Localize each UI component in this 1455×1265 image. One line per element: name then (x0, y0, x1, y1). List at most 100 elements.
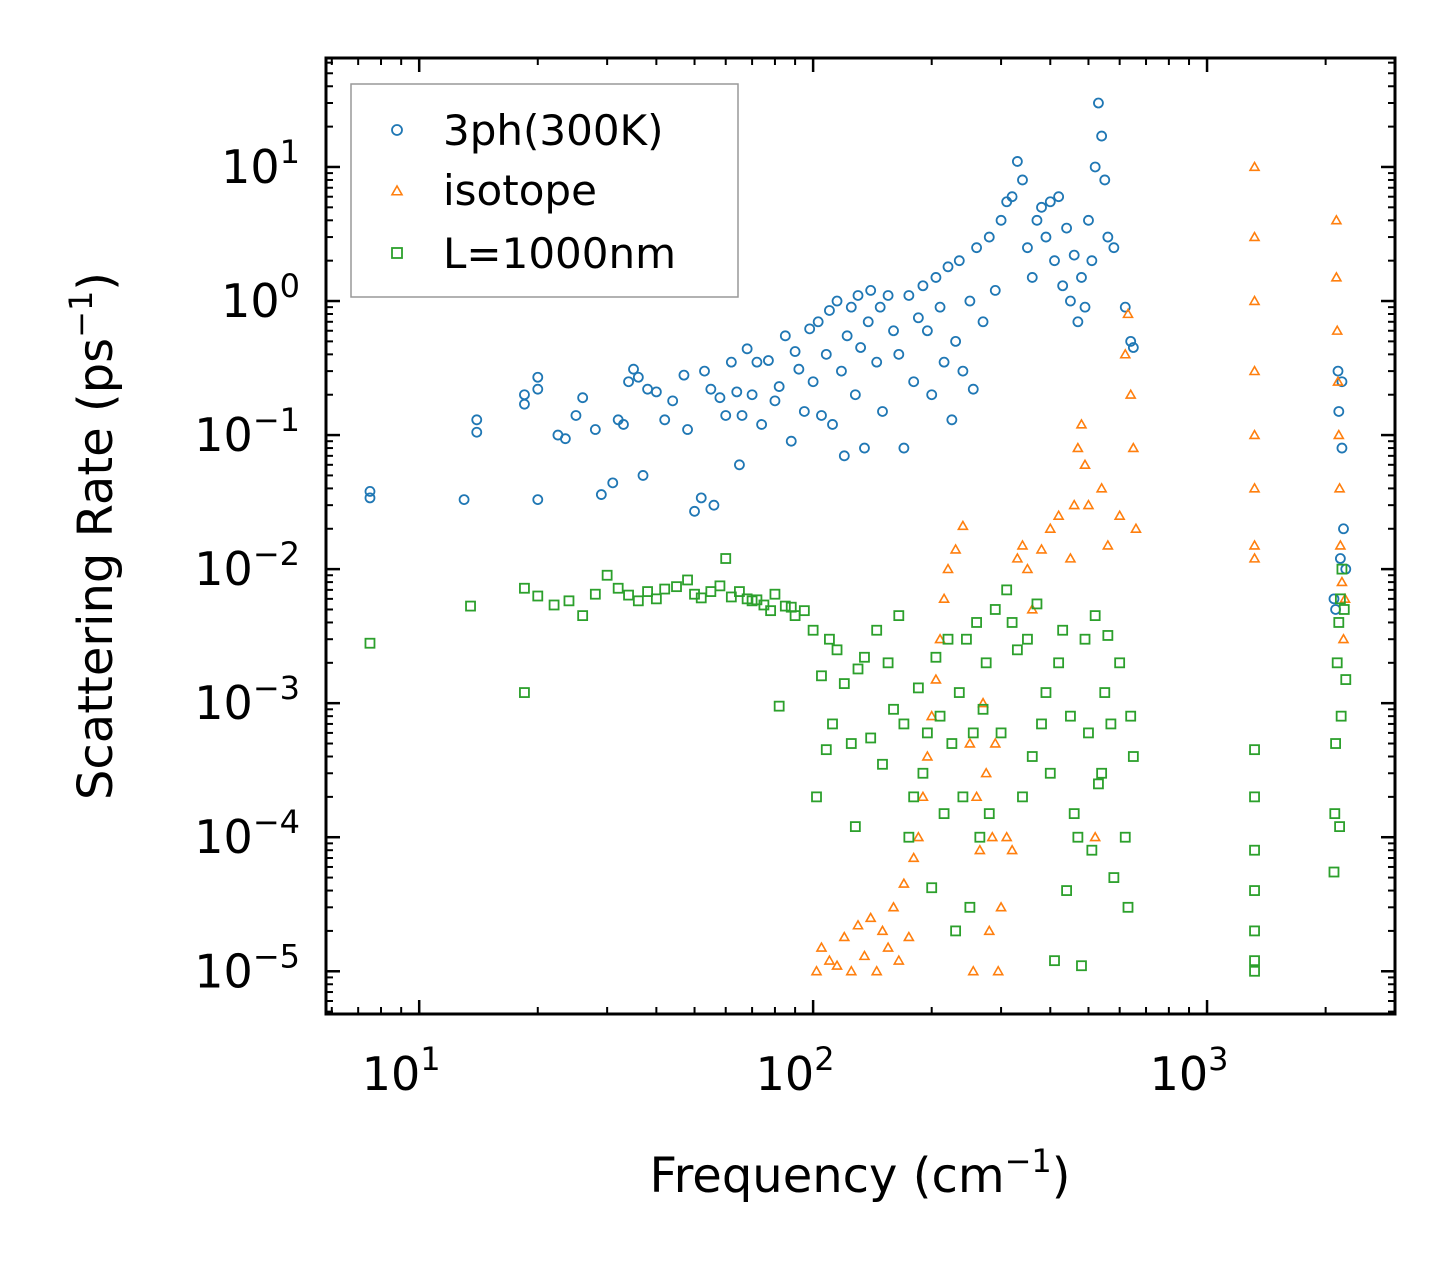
data-point (1044, 767, 1056, 779)
data-point (1331, 657, 1343, 669)
data-point (957, 519, 969, 531)
data-point (671, 581, 682, 593)
data-point (705, 383, 717, 395)
data-point (983, 924, 996, 936)
data-point (877, 758, 888, 770)
legend-label-l1000nm: L=1000nm (443, 229, 676, 278)
data-point (736, 410, 748, 421)
data-point (946, 414, 958, 426)
data-point (1026, 272, 1038, 283)
data-point (1336, 376, 1348, 388)
data-point (577, 610, 589, 622)
data-point (1089, 161, 1101, 173)
data-point (695, 492, 707, 504)
data-point (756, 419, 768, 430)
data-point (807, 624, 819, 636)
data-point (1049, 255, 1060, 267)
data-point (1334, 539, 1347, 550)
data-point (642, 586, 653, 597)
x-tick-label: 101 (362, 1040, 441, 1101)
data-point (751, 356, 763, 368)
data-point (874, 301, 886, 313)
data-point (1336, 563, 1348, 575)
data-point (898, 442, 910, 454)
data-point (720, 410, 732, 421)
data-point (364, 492, 376, 504)
data-point (887, 901, 900, 912)
data-point (1096, 130, 1108, 142)
data-point (1072, 316, 1084, 328)
series-1 (810, 160, 1351, 976)
data-point (659, 414, 671, 426)
data-point (589, 424, 601, 435)
data-point (1011, 552, 1024, 563)
data-point (893, 610, 905, 622)
data-point (871, 356, 883, 368)
data-point (921, 325, 933, 337)
data-point (1057, 280, 1069, 292)
data-point (964, 295, 976, 307)
data-point (912, 312, 924, 324)
data-point (1122, 307, 1134, 319)
data-point (964, 901, 976, 913)
data-point (612, 582, 624, 594)
data-point (1125, 710, 1137, 722)
data-point (926, 882, 938, 894)
data-point (637, 470, 649, 481)
data-point (930, 272, 942, 283)
data-point (793, 363, 805, 375)
data-point (986, 831, 999, 842)
data-point (1333, 617, 1345, 628)
data-point (779, 330, 791, 342)
data-point (921, 727, 933, 739)
data-point (1011, 156, 1023, 167)
data-point (980, 767, 993, 778)
data-point (1249, 885, 1260, 896)
data-point (1127, 441, 1140, 453)
data-point (1328, 593, 1340, 605)
series-0 (364, 97, 1352, 615)
data-point (811, 791, 822, 803)
data-point (1079, 633, 1091, 645)
data-point (628, 363, 639, 375)
data-point (659, 583, 671, 595)
data-point (471, 426, 483, 438)
data-point (989, 604, 1001, 615)
data-point (1102, 231, 1114, 243)
data-point (882, 941, 894, 952)
y-axis-label-end: ) (68, 272, 124, 291)
y-tick-label: 10−2 (194, 535, 300, 596)
data-point (1334, 593, 1346, 605)
data-point (977, 703, 989, 715)
data-point (1036, 718, 1047, 730)
data-point (769, 588, 781, 600)
data-point (917, 280, 929, 292)
data-point (992, 965, 1005, 976)
data-point (977, 697, 989, 708)
data-point (1026, 751, 1038, 762)
data-point (519, 582, 530, 594)
data-point (903, 831, 915, 843)
data-point (1249, 955, 1260, 967)
data-point (1064, 552, 1077, 563)
data-point (705, 586, 717, 597)
y-axis-label-main: Scattering Rate (ps (68, 338, 124, 800)
data-point (532, 383, 544, 395)
data-point (1333, 406, 1345, 417)
data-point (1248, 428, 1261, 440)
data-point (893, 348, 905, 360)
data-point (971, 617, 982, 628)
data-point (974, 831, 986, 843)
data-point (1083, 214, 1094, 226)
data-point (1061, 885, 1072, 896)
data-point (746, 389, 758, 401)
data-point (765, 605, 777, 617)
legend-label-3ph: 3ph(300K) (443, 106, 663, 155)
data-point (824, 305, 835, 316)
data-point (471, 414, 483, 426)
data-point (930, 651, 942, 663)
data-point (845, 738, 857, 749)
data-point (548, 599, 560, 611)
data-point (1052, 509, 1065, 520)
